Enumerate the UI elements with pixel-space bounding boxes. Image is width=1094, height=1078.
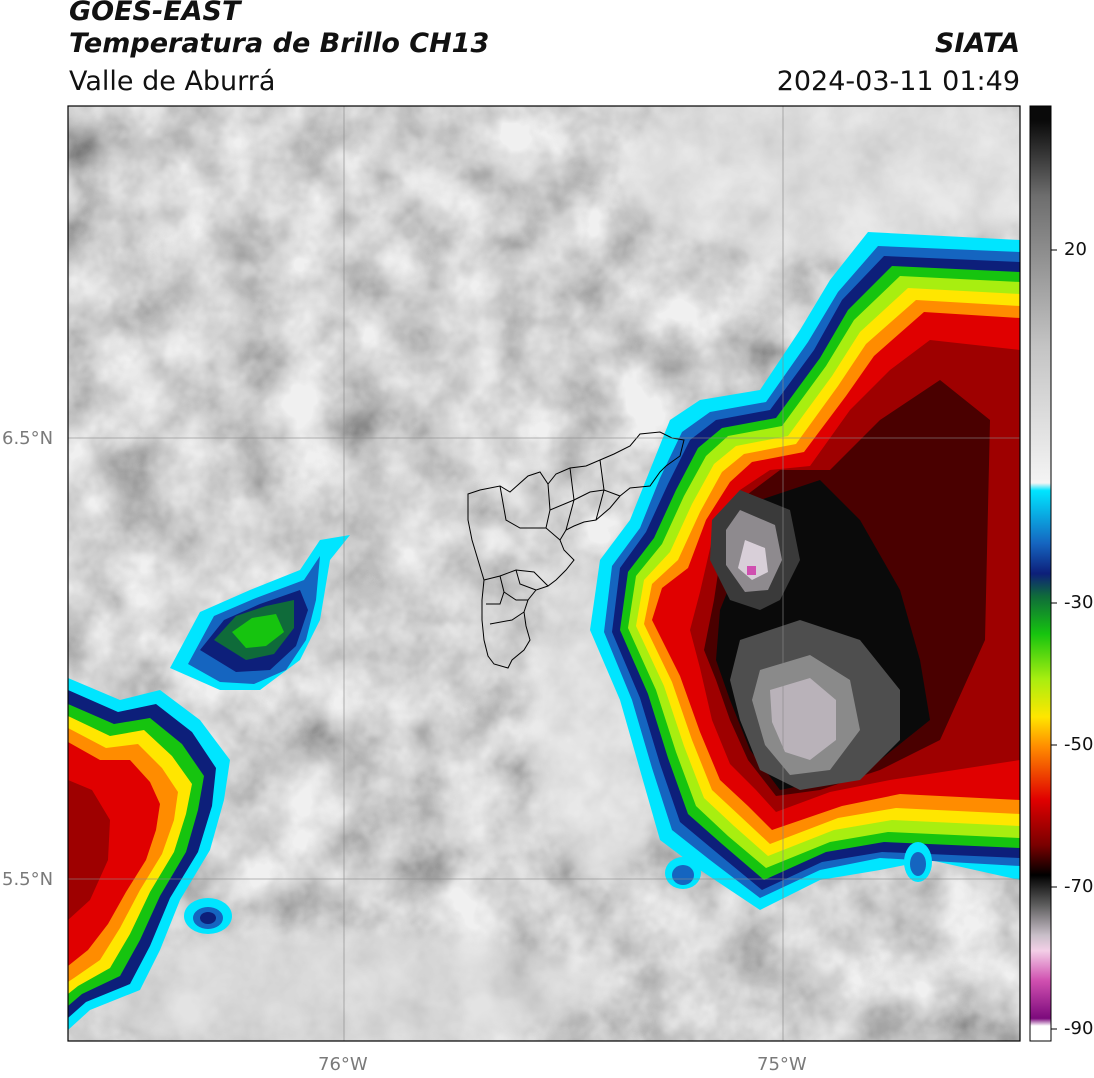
colorbar-label-m90: -90 (1064, 1018, 1094, 1039)
municipal-boundaries (467, 431, 685, 669)
contour-cold-core-n (738, 540, 768, 580)
map-frame (67, 105, 1021, 1042)
colorbar (1029, 105, 1057, 1042)
convective-system-east (590, 232, 1020, 910)
lat-tick-label-6-5: 6.5°N (2, 428, 54, 449)
region-subtitle: Valle de Aburrá (69, 66, 276, 97)
small-cell-blue (184, 898, 232, 934)
product-title: Temperatura de Brillo CH13 (69, 28, 490, 59)
lat-tick-label-5-5: 5.5°N (2, 869, 54, 890)
datetime-label: 2024-03-11 01:49 (776, 66, 1020, 97)
graticule (68, 106, 1020, 1041)
lon-tick-label-75: 75°W (757, 1054, 807, 1075)
convective-system-southwest (68, 678, 230, 1030)
cloud-band-ne (620, 106, 1020, 260)
convective-cell-west (170, 535, 350, 690)
coldest-pixel (747, 566, 756, 575)
colorbar-label-20: 20 (1064, 239, 1087, 260)
cloud-band-s (70, 930, 590, 1041)
convective-cell-small (665, 842, 932, 889)
lon-tick-label-76: 76°W (318, 1054, 368, 1075)
colorbar-fill (1030, 106, 1051, 1041)
satellite-title: GOES-EAST (69, 0, 241, 27)
contour-light-cell-s (770, 678, 836, 760)
colorbar-label-m70: -70 (1064, 876, 1094, 897)
colorbar-label-m30: -30 (1064, 592, 1094, 613)
colorbar-frame (1029, 105, 1052, 1042)
agency-label: SIATA (934, 28, 1020, 59)
map-area (68, 106, 1020, 1041)
colorbar-label-m50: -50 (1064, 734, 1094, 755)
